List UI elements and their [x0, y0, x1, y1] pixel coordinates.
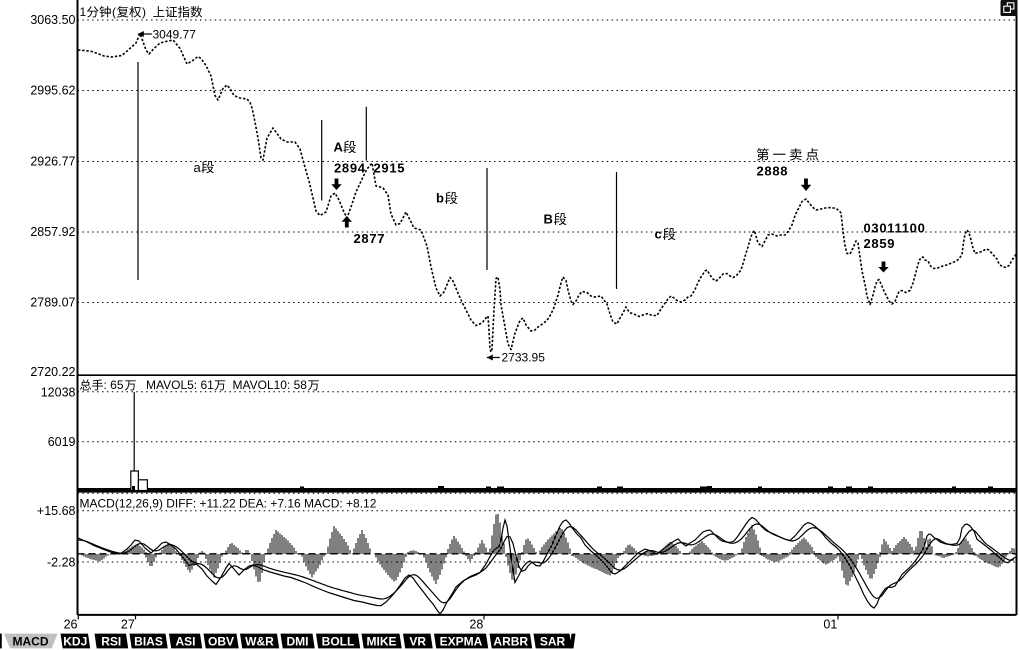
- svg-text:: 65: : 65: [104, 378, 124, 392]
- svg-text:KDJ: KDJ: [63, 634, 87, 648]
- svg-text:3049.77: 3049.77: [153, 28, 197, 42]
- svg-text:MAVOL10: 58: MAVOL10: 58: [233, 378, 308, 392]
- svg-text:2915: 2915: [374, 161, 406, 176]
- svg-text:MACD(12,26,9) DIFF: +11.22 DEA: MACD(12,26,9) DIFF: +11.22 DEA: +7.16 MA…: [80, 497, 377, 511]
- svg-text:-2.28: -2.28: [47, 556, 76, 570]
- svg-text:b: b: [436, 191, 444, 206]
- svg-text:ASI: ASI: [175, 634, 195, 648]
- svg-text:(: (: [112, 5, 116, 19]
- svg-text:+15.68: +15.68: [37, 504, 76, 518]
- svg-text:6019: 6019: [48, 435, 76, 449]
- svg-text:RSI: RSI: [101, 634, 121, 648]
- svg-text:28: 28: [469, 618, 483, 632]
- svg-text:SAR: SAR: [540, 634, 566, 648]
- svg-text:2877: 2877: [354, 231, 386, 246]
- svg-text:): ): [142, 5, 146, 19]
- svg-text:BIAS: BIAS: [134, 634, 163, 648]
- svg-text:MAVOL5: 61: MAVOL5: 61: [146, 378, 214, 392]
- svg-text:VR: VR: [409, 634, 426, 648]
- svg-text:2857.92: 2857.92: [30, 225, 75, 239]
- svg-text:ARBR: ARBR: [493, 634, 528, 648]
- svg-text:2733.95: 2733.95: [502, 351, 546, 365]
- svg-text:2859: 2859: [864, 236, 896, 251]
- svg-text:2720.22: 2720.22: [30, 365, 75, 379]
- svg-text:2888: 2888: [757, 164, 789, 179]
- svg-text:MACD: MACD: [13, 634, 49, 648]
- svg-text:c: c: [655, 227, 662, 242]
- svg-text:MIKE: MIKE: [367, 634, 397, 648]
- svg-text:1: 1: [80, 5, 87, 19]
- svg-text:B: B: [544, 212, 553, 227]
- svg-text:3063.50: 3063.50: [30, 13, 75, 27]
- svg-text:2894: 2894: [334, 161, 366, 176]
- svg-text:OBV: OBV: [208, 634, 234, 648]
- svg-text:W&R: W&R: [245, 634, 274, 648]
- svg-text:26: 26: [64, 618, 78, 632]
- svg-text:BOLL: BOLL: [322, 634, 355, 648]
- svg-text:DMI: DMI: [287, 634, 309, 648]
- svg-text:2926.77: 2926.77: [30, 155, 75, 169]
- svg-text:12038: 12038: [41, 386, 76, 400]
- svg-text:a: a: [194, 160, 202, 175]
- svg-text:2995.62: 2995.62: [30, 84, 75, 98]
- svg-text:03011100: 03011100: [864, 221, 926, 236]
- svg-text:2789.07: 2789.07: [30, 296, 75, 310]
- svg-text:A: A: [334, 140, 344, 155]
- svg-text:EXPMA: EXPMA: [440, 634, 483, 648]
- svg-text:01: 01: [823, 618, 837, 632]
- svg-text:27: 27: [121, 618, 135, 632]
